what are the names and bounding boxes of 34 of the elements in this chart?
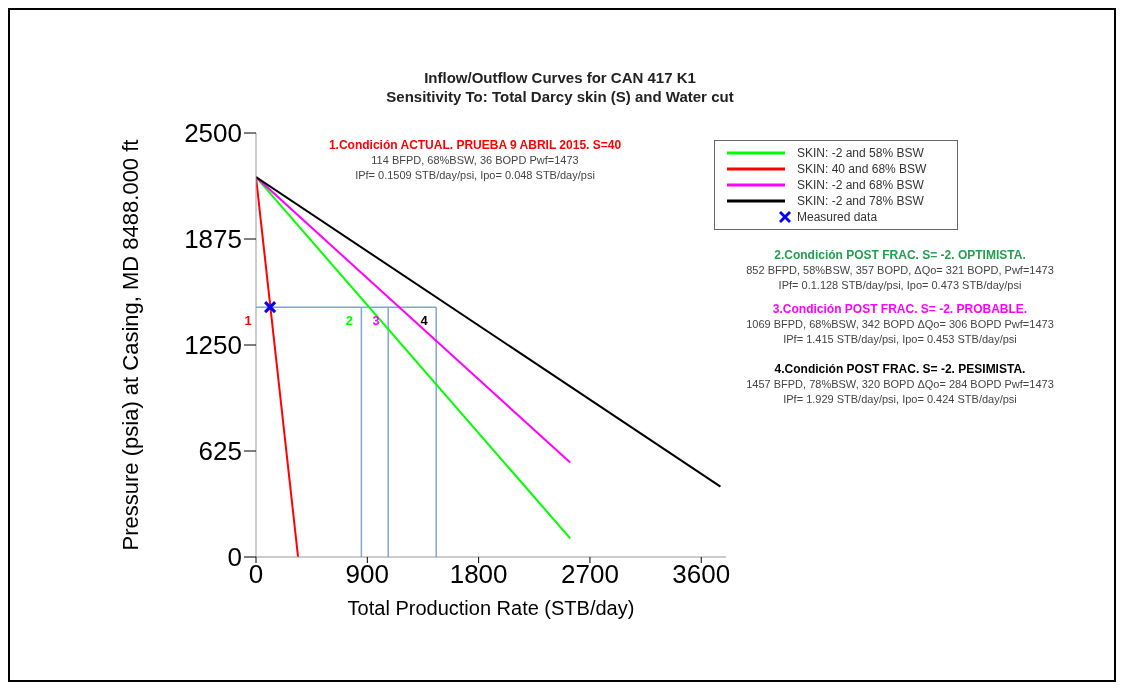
- legend-label: SKIN: -2 and 68% BSW: [797, 178, 924, 192]
- text: 4.Condición POST FRAC. S= -2. PESIMISTA.: [773, 362, 1027, 377]
- annotation: 3: [372, 313, 380, 329]
- x-tick-label: 1800: [449, 559, 508, 590]
- y-axis-title: Pressure (psia) at Casing, MD 8488.000 ft: [117, 139, 143, 551]
- text: 852 BFPD, 58%BSW, 357 BOPD, ΔQo= 321 BOPD, Pwf=1473: [745, 263, 1055, 278]
- annotation: 114 BFPD, 68%BSW, 36 BOPD Pwf=1473: [370, 153, 580, 168]
- annotation: 4: [420, 313, 429, 329]
- x-tick-label: 2700: [561, 559, 619, 590]
- text: IPf= 0.1.128 STB/day/psi, Ipo= 0.473 STB/day/psi: [777, 278, 1023, 293]
- chart-subtitle: Sensitivity To: Total Darcy skin (S) and Water cut: [385, 87, 735, 106]
- y-tick-label: 2500: [184, 118, 242, 149]
- legend-label: SKIN: -2 and 78% BSW: [797, 194, 924, 208]
- x-tick-label: 0: [248, 559, 264, 590]
- text: 1069 BFPD, 68%BSW, 342 BOPD ΔQo= 306 BOPD Pwf=1473: [745, 317, 1055, 332]
- annotation: IPf= 0.1509 STB/day/psi, Ipo= 0.048 STB/day/psi: [354, 168, 596, 183]
- legend-label: SKIN: 40 and 68% BSW: [797, 162, 927, 176]
- chart-title: Inflow/Outflow Curves for CAN 417 K1: [423, 68, 697, 87]
- x-tick-label: 3600: [672, 559, 731, 590]
- text: 2.Condición POST FRAC. S= -2. OPTIMISTA.: [773, 248, 1027, 263]
- legend-label: SKIN: -2 and 58% BSW: [797, 146, 924, 160]
- annotation: 2: [345, 313, 353, 329]
- y-tick-label: 625: [198, 436, 242, 467]
- x-tick-label: 900: [345, 559, 390, 590]
- legend-label: Measured data: [797, 210, 878, 224]
- y-tick-label: 1875: [184, 224, 242, 255]
- y-tick-label: 1250: [184, 330, 242, 361]
- annotation: 1: [244, 313, 252, 329]
- text: 1457 BFPD, 78%BSW, 320 BOPD ΔQo= 284 BOPD Pwf=1473: [745, 377, 1055, 392]
- text: IPf= 1.415 STB/day/psi, Ipo= 0.453 STB/day/psi: [782, 332, 1018, 347]
- text: 3.Condición POST FRAC. S= -2. PROBABLE.: [771, 302, 1029, 317]
- annotation: 1.Condición ACTUAL. PRUEBA 9 ABRIL 2015. S=40: [327, 138, 623, 153]
- text: IPf= 1.929 STB/day/psi, Ipo= 0.424 STB/day/psi: [782, 392, 1018, 407]
- x-axis-title: Total Production Rate (STB/day): [347, 597, 635, 620]
